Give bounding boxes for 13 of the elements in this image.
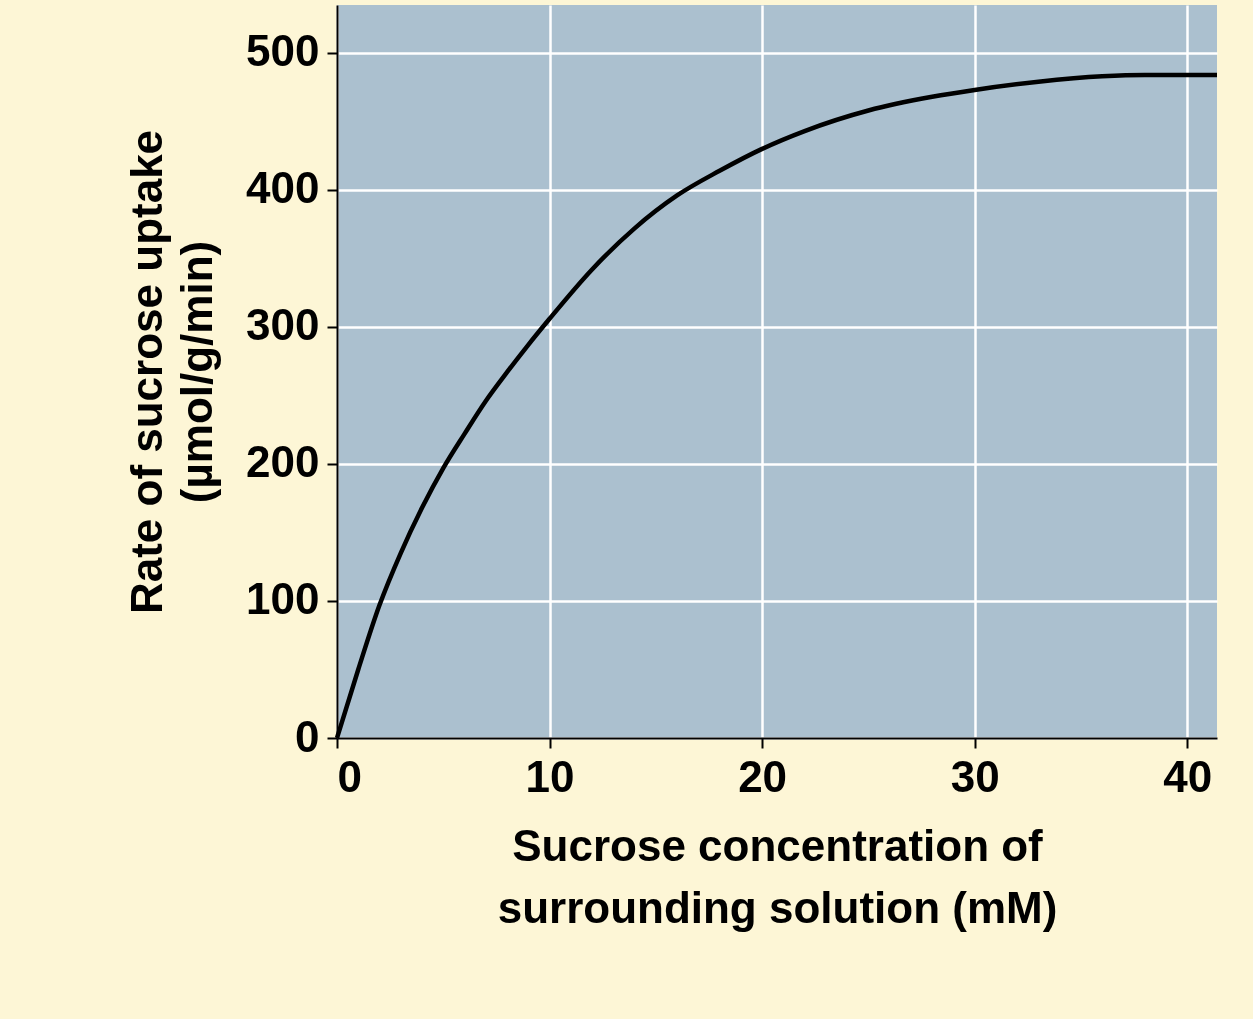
x-axis-title: Sucrose concentration of surrounding solution (mM) xyxy=(497,820,1058,932)
y-tick-label: 400 xyxy=(246,163,320,213)
y-axis-title: Rate of sucrose uptake (µmol/g/min) xyxy=(122,129,222,615)
y-tick-label: 0 xyxy=(295,711,320,761)
y-tick-label: 100 xyxy=(246,574,320,624)
y-tick-label: 300 xyxy=(246,300,320,350)
x-tick-label: 30 xyxy=(950,751,1000,801)
x-tick-label: 40 xyxy=(1163,751,1213,801)
y-tick-label: 200 xyxy=(246,437,320,487)
x-tick-label: 20 xyxy=(738,751,788,801)
x-tick-label: 10 xyxy=(525,751,575,801)
x-tick-label: 0 xyxy=(337,751,362,801)
y-tick-label: 500 xyxy=(246,26,320,76)
